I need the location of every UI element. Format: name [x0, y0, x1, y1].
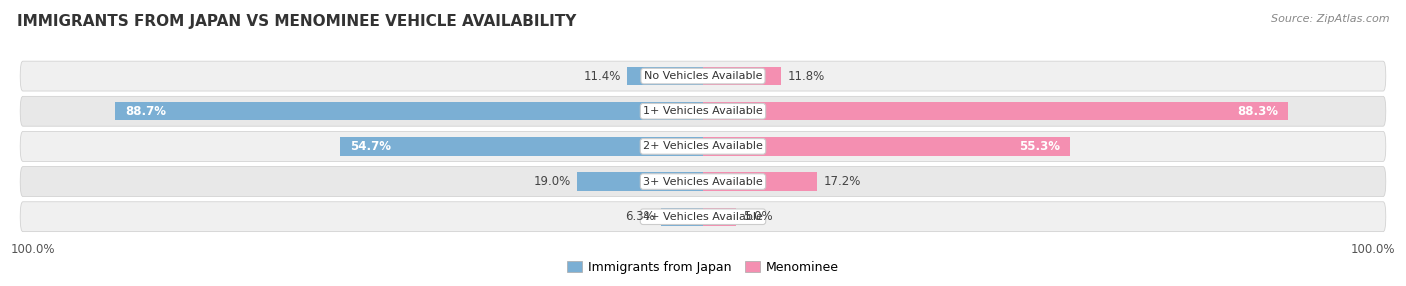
Legend: Immigrants from Japan, Menominee: Immigrants from Japan, Menominee [562, 256, 844, 279]
Bar [703, 102, 1288, 120]
FancyBboxPatch shape [20, 132, 1386, 161]
Text: 5.0%: 5.0% [742, 210, 772, 223]
Text: 4+ Vehicles Available: 4+ Vehicles Available [643, 212, 763, 222]
Text: 100.0%: 100.0% [1351, 243, 1396, 256]
Text: 88.3%: 88.3% [1237, 105, 1278, 118]
FancyBboxPatch shape [20, 96, 1386, 126]
Text: 2+ Vehicles Available: 2+ Vehicles Available [643, 141, 763, 151]
Bar [661, 208, 703, 226]
Bar [703, 208, 737, 226]
Text: 55.3%: 55.3% [1018, 140, 1060, 153]
Bar [115, 102, 703, 120]
FancyBboxPatch shape [20, 61, 1386, 91]
FancyBboxPatch shape [20, 202, 1386, 232]
Text: 6.3%: 6.3% [624, 210, 655, 223]
Bar [340, 137, 703, 156]
Text: 11.4%: 11.4% [583, 69, 621, 83]
Bar [703, 137, 1070, 156]
Bar [703, 172, 817, 191]
Text: IMMIGRANTS FROM JAPAN VS MENOMINEE VEHICLE AVAILABILITY: IMMIGRANTS FROM JAPAN VS MENOMINEE VEHIC… [17, 14, 576, 29]
Text: 54.7%: 54.7% [350, 140, 391, 153]
FancyBboxPatch shape [20, 167, 1386, 196]
Text: Source: ZipAtlas.com: Source: ZipAtlas.com [1271, 14, 1389, 24]
Text: 100.0%: 100.0% [10, 243, 55, 256]
Bar [627, 67, 703, 85]
Text: 11.8%: 11.8% [787, 69, 825, 83]
Text: 88.7%: 88.7% [125, 105, 166, 118]
Text: 17.2%: 17.2% [824, 175, 860, 188]
Text: 19.0%: 19.0% [533, 175, 571, 188]
Text: 1+ Vehicles Available: 1+ Vehicles Available [643, 106, 763, 116]
Text: No Vehicles Available: No Vehicles Available [644, 71, 762, 81]
Text: 3+ Vehicles Available: 3+ Vehicles Available [643, 176, 763, 186]
Bar [576, 172, 703, 191]
Bar [703, 67, 782, 85]
